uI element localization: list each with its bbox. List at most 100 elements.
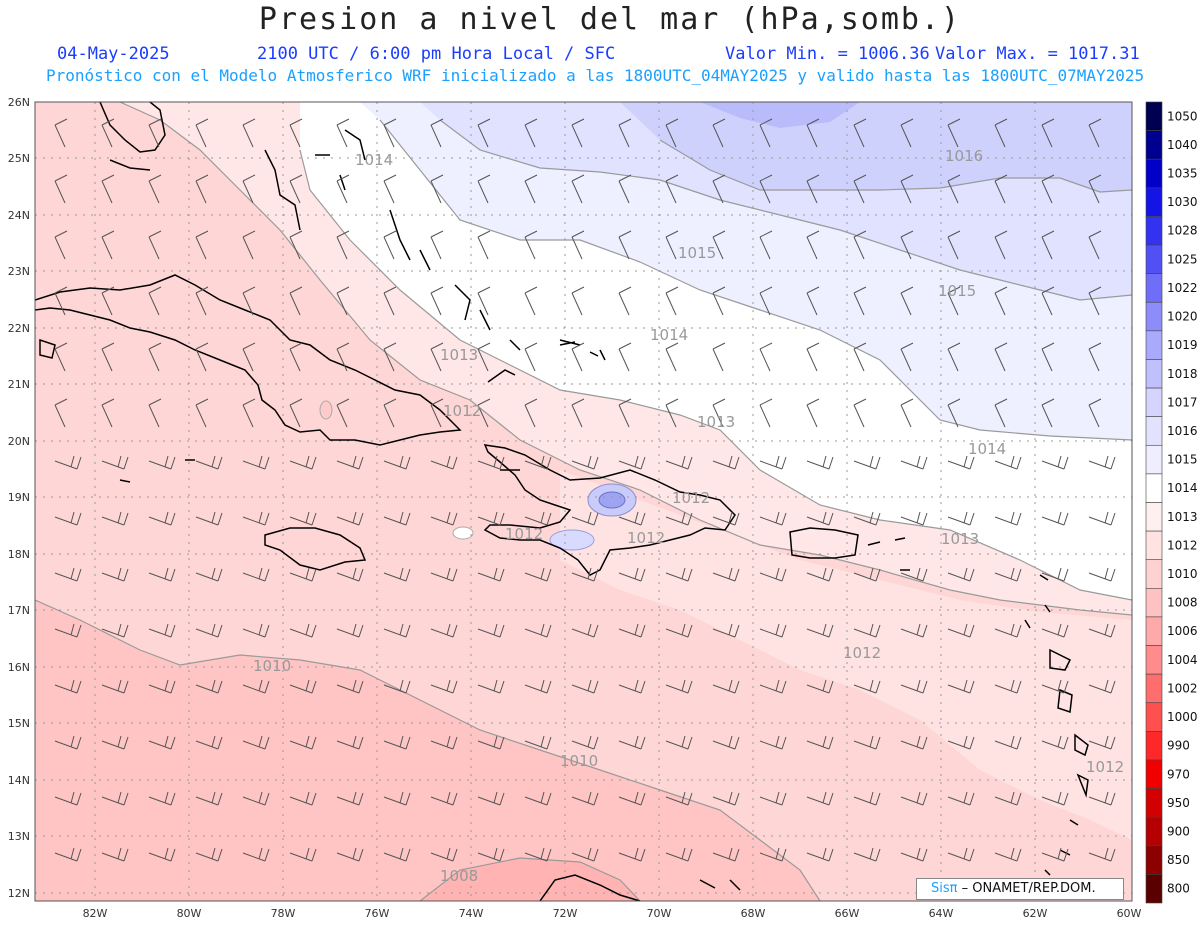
contour-label-1008: 1008 (440, 867, 478, 885)
wind-barb (853, 623, 881, 638)
wind-barb (524, 398, 538, 428)
legend-label: 1015 (1167, 453, 1198, 467)
wind-barb (1041, 398, 1055, 428)
wind-barb (712, 342, 726, 372)
wind-barb (665, 230, 679, 260)
wind-barb (148, 735, 176, 750)
wind-barb (524, 623, 552, 638)
legend-swatch (1145, 387, 1163, 417)
wind-barb (759, 455, 787, 470)
wind-barb (148, 174, 162, 204)
wind-barb (618, 342, 632, 372)
lat-label-21n: 21N (8, 378, 30, 391)
wind-barb (148, 455, 176, 470)
coast-lesser-antilles (1024, 574, 1089, 876)
coast-puerto-rico (789, 527, 859, 559)
wind-barb (54, 286, 68, 316)
wind-barb (900, 118, 914, 148)
lat-label-24n: 24N (8, 209, 30, 222)
coast-virgin-islands (867, 537, 910, 571)
wind-barb (477, 230, 491, 260)
legend-label: 1002 (1167, 681, 1198, 695)
wind-barb (242, 791, 270, 806)
wind-barb (524, 567, 552, 582)
wind-barb (430, 735, 458, 750)
wind-barb (1088, 455, 1116, 470)
legend-label: 1017 (1167, 395, 1198, 409)
legend-label: 1010 (1167, 567, 1198, 581)
wind-barb (853, 118, 867, 148)
wind-barb (524, 230, 538, 260)
wind-barb (477, 286, 491, 316)
wind-barb (947, 398, 961, 428)
wind-barb (242, 286, 256, 316)
wind-barb (1041, 735, 1069, 750)
map-frame (34, 101, 1133, 902)
wind-barb (618, 398, 632, 428)
wind-barb (195, 455, 223, 470)
lon-label-82w: 82W (83, 907, 108, 920)
wind-barb (195, 791, 223, 806)
wind-barb (853, 286, 867, 316)
legend-label: 1035 (1167, 167, 1198, 181)
wind-barb (665, 455, 693, 470)
wind-barb (336, 511, 364, 526)
credit-box: Sisπ – ONAMET/REP.DOM. (916, 878, 1124, 900)
wind-barb (618, 679, 646, 694)
legend-swatch (1145, 216, 1163, 246)
legend-label: 1020 (1167, 310, 1198, 324)
wind-barb (947, 230, 961, 260)
wind-barb (477, 847, 505, 862)
wind-barb (54, 455, 82, 470)
wind-barb (383, 623, 411, 638)
wind-barb (806, 791, 834, 806)
wind-barb (759, 847, 787, 862)
wind-barb (242, 455, 270, 470)
wind-barb (900, 174, 914, 204)
wind-barb (101, 791, 129, 806)
wind-barb (1041, 286, 1055, 316)
wind-barb (947, 567, 975, 582)
wind-barb (148, 567, 176, 582)
wind-barb (148, 286, 162, 316)
legend-swatch (1145, 244, 1163, 274)
lat-label-22n: 22N (8, 322, 30, 335)
wind-barb (336, 118, 350, 148)
wind-barb (759, 174, 773, 204)
wind-barb (665, 511, 693, 526)
wind-barb (900, 286, 914, 316)
wind-barb (947, 118, 961, 148)
wind-barb (477, 174, 491, 204)
legend-label: 1040 (1167, 138, 1198, 152)
wind-barb (336, 567, 364, 582)
wind-barb (900, 230, 914, 260)
wind-barb (712, 847, 740, 862)
coast-inagua (487, 369, 516, 383)
wind-barb (148, 398, 162, 428)
wind-barb (477, 623, 505, 638)
legend-swatch (1145, 416, 1163, 446)
wind-barb (806, 230, 820, 260)
wind-barb (383, 847, 411, 862)
wind-barb (242, 735, 270, 750)
wind-barb (524, 511, 552, 526)
wind-barb (383, 230, 397, 260)
pressure-band-1008 (35, 600, 820, 901)
wind-barb (571, 342, 585, 372)
wind-barb (148, 623, 176, 638)
wind-barb (430, 791, 458, 806)
legend-label: 1014 (1167, 481, 1198, 495)
wind-barb (195, 230, 209, 260)
wind-barb (101, 679, 129, 694)
wind-barb (712, 286, 726, 316)
wind-barb (665, 342, 679, 372)
color-legend: 1050 1040 1035 1030 1028 1025 1022 1020 1019 1018… (1145, 101, 1198, 904)
wind-barb (806, 174, 820, 204)
wind-barb (289, 342, 303, 372)
wind-barb (54, 847, 82, 862)
max-value: Valor Max. = 1017.31 (935, 44, 1140, 64)
coast-cayman (119, 459, 195, 483)
wind-barb (1088, 735, 1116, 750)
wind-barb (54, 398, 68, 428)
wind-barb (54, 791, 82, 806)
